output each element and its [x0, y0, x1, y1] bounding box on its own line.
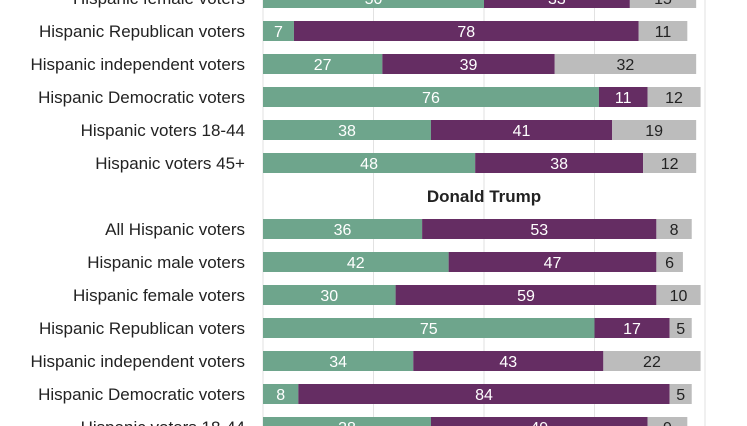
segment-unfavorable: [475, 153, 644, 173]
data-label: 38: [338, 123, 356, 140]
data-label: 36: [334, 222, 352, 239]
data-label: 49: [530, 420, 548, 426]
data-label: 19: [645, 123, 663, 140]
segment-no-answer: [656, 219, 692, 239]
segment-unfavorable: [382, 54, 555, 74]
row-label: Hispanic female voters: [73, 0, 245, 8]
row-label: Hispanic male voters: [87, 253, 245, 272]
data-label: 30: [320, 288, 338, 305]
data-label: 78: [457, 24, 475, 41]
data-label: 12: [661, 156, 679, 173]
data-label: 59: [517, 288, 535, 305]
data-label: 11: [655, 24, 672, 41]
data-label: 38: [550, 156, 568, 173]
segment-no-answer: [629, 0, 697, 8]
segment-favorable: [263, 153, 476, 173]
data-label: 8: [276, 387, 285, 404]
data-label: 32: [617, 57, 635, 74]
row-label: Hispanic independent voters: [30, 352, 245, 371]
segment-no-answer: [638, 21, 688, 41]
bars: [263, 0, 701, 426]
segment-unfavorable: [293, 21, 639, 41]
data-label: 22: [643, 354, 661, 371]
row-label: Hispanic voters 18-44: [81, 121, 245, 140]
data-label: 7: [274, 24, 283, 41]
segment-unfavorable: [430, 120, 613, 140]
segment-no-answer: [669, 384, 692, 404]
segment-favorable: [263, 318, 595, 338]
segment-no-answer: [647, 87, 701, 107]
data-label: 15: [654, 0, 672, 8]
segment-unfavorable: [594, 318, 670, 338]
data-label: 9: [663, 420, 672, 426]
row-label: Hispanic Democratic voters: [38, 385, 245, 404]
row-label: Hispanic voters 18-44: [81, 418, 245, 426]
data-label: 38: [338, 420, 356, 426]
row-label: All Hispanic voters: [105, 220, 245, 239]
segment-favorable: [263, 87, 599, 107]
row-label: Hispanic Republican voters: [39, 319, 245, 338]
segment-unfavorable: [298, 384, 670, 404]
data-label: 12: [665, 90, 683, 107]
segment-no-answer: [603, 351, 701, 371]
data-label: 76: [422, 90, 440, 107]
data-label: 11: [615, 90, 632, 107]
segment-unfavorable: [598, 87, 648, 107]
data-label: 10: [670, 288, 688, 305]
data-label: 75: [420, 321, 438, 338]
segment-favorable: [263, 252, 449, 272]
segment-favorable: [263, 285, 396, 305]
data-label: 27: [314, 57, 332, 74]
data-label: 41: [513, 123, 531, 140]
segment-no-answer: [669, 318, 692, 338]
section-heading: Donald Trump: [427, 187, 541, 206]
data-label: 8: [670, 222, 679, 239]
data-label: 84: [475, 387, 493, 404]
segment-favorable: [263, 219, 423, 239]
data-label: 34: [329, 354, 347, 371]
data-label: 5: [676, 387, 685, 404]
data-label: 50: [365, 0, 383, 8]
segment-no-answer: [656, 285, 701, 305]
row-label: Hispanic female voters: [73, 286, 245, 305]
data-label: 43: [499, 354, 517, 371]
row-label: Hispanic voters 45+: [95, 154, 245, 173]
row-label: Hispanic Democratic voters: [38, 88, 245, 107]
data-label: 6: [665, 255, 674, 272]
segment-favorable: [263, 417, 431, 426]
data-label: 17: [623, 321, 641, 338]
segment-unfavorable: [448, 252, 657, 272]
segment-favorable: [263, 120, 431, 140]
row-label: Hispanic independent voters: [30, 55, 245, 74]
data-label: 53: [530, 222, 548, 239]
data-label: 39: [460, 57, 478, 74]
segment-favorable: [263, 54, 383, 74]
segment-favorable: [263, 351, 414, 371]
segment-unfavorable: [430, 417, 648, 426]
data-label: 5: [676, 321, 685, 338]
segment-no-answer: [643, 153, 697, 173]
data-label: 33: [548, 0, 566, 8]
segment-no-answer: [554, 54, 697, 74]
segment-unfavorable: [484, 0, 630, 8]
segment-unfavorable: [413, 351, 604, 371]
segment-favorable: [263, 384, 299, 404]
data-label: 48: [360, 156, 378, 173]
data-label: 42: [347, 255, 365, 272]
segment-no-answer: [612, 120, 697, 140]
segment-unfavorable: [395, 285, 657, 305]
data-label: 47: [544, 255, 562, 272]
segment-no-answer: [647, 417, 688, 426]
row-label: Hispanic Republican voters: [39, 22, 245, 41]
labels: Hispanic female voters 50 33 15 Hispanic Rep…: [30, 0, 687, 426]
segment-favorable: [263, 0, 484, 8]
segment-unfavorable: [422, 219, 657, 239]
segment-no-answer: [656, 252, 683, 272]
segment-favorable: [263, 21, 294, 41]
